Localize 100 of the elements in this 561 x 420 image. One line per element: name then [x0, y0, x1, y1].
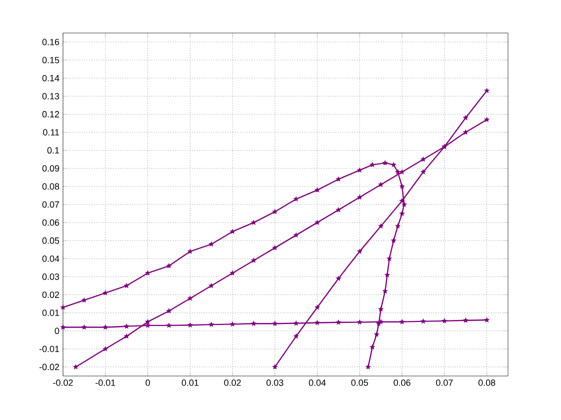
x-tick-label: 0 — [146, 380, 150, 386]
point — [356, 319, 363, 325]
point — [399, 183, 405, 189]
x-tick-label: 0.08 — [478, 380, 496, 386]
point — [399, 210, 405, 216]
point — [272, 208, 278, 214]
point — [336, 206, 342, 212]
point — [187, 248, 193, 254]
point — [484, 116, 490, 122]
y-tick-label: 0.13 — [42, 93, 60, 100]
point — [356, 248, 363, 254]
point — [365, 364, 371, 370]
point — [394, 223, 401, 229]
point — [293, 320, 299, 326]
x-tick-label: 0.04 — [308, 380, 326, 386]
x-tick-label: 0.03 — [266, 380, 284, 386]
x-tick-label: 0.01 — [182, 380, 198, 386]
point — [124, 333, 130, 339]
point — [314, 304, 320, 310]
x-tick-label: 0.06 — [394, 380, 410, 386]
y-tick-label: 0.08 — [42, 183, 60, 190]
point — [420, 156, 426, 162]
y-tick-label: 0.05 — [42, 237, 60, 244]
point — [382, 288, 388, 294]
point — [420, 318, 426, 324]
y-tick-label: -0.02 — [39, 364, 60, 370]
point — [382, 160, 388, 166]
point — [250, 257, 257, 263]
point — [484, 88, 490, 94]
point — [390, 238, 396, 244]
point — [102, 346, 108, 352]
y-tick-label: 0.14 — [42, 74, 60, 82]
point — [336, 276, 342, 281]
point — [442, 318, 448, 324]
point — [293, 196, 299, 202]
point — [124, 323, 130, 329]
point — [124, 282, 130, 288]
y-tick-label: 0.07 — [42, 201, 60, 208]
y-tick-label: 0.16 — [42, 38, 60, 46]
point — [208, 282, 214, 288]
point — [399, 198, 405, 204]
point — [356, 194, 363, 200]
y-tick-label: -0.01 — [39, 346, 60, 352]
y-tick-label: 0.15 — [42, 56, 60, 64]
point — [378, 306, 384, 312]
point — [399, 169, 405, 174]
point — [462, 129, 468, 135]
x-tick-label: 0.07 — [436, 380, 453, 386]
point — [208, 241, 214, 247]
point — [370, 344, 376, 350]
point — [272, 364, 278, 370]
point — [484, 317, 490, 322]
x-tick-label: -0.01 — [96, 380, 116, 386]
point — [250, 320, 257, 326]
y-tick-label: 0.04 — [42, 255, 60, 262]
point — [336, 319, 342, 325]
point — [272, 320, 278, 326]
x-tick-label: 0.02 — [224, 380, 241, 386]
point — [386, 256, 392, 262]
point — [208, 322, 214, 327]
point — [72, 364, 79, 370]
point — [462, 317, 468, 323]
point — [230, 270, 236, 276]
point — [166, 262, 172, 268]
y-tick-label: 0.1 — [47, 147, 60, 154]
y-tick-label: 0 — [54, 328, 60, 334]
y-tick-label: 0.12 — [42, 111, 60, 118]
x-tick-label: -0.02 — [53, 380, 73, 386]
y-tick-label: 0.11 — [43, 129, 60, 136]
point — [399, 318, 405, 324]
point — [250, 220, 257, 225]
point — [462, 114, 468, 120]
y-tick-label: 0.06 — [42, 219, 60, 226]
point — [60, 324, 66, 330]
point — [336, 176, 342, 182]
y-tick-label: 0.03 — [42, 274, 60, 280]
point — [166, 308, 172, 314]
point — [81, 324, 88, 330]
point — [356, 167, 363, 173]
point — [293, 333, 299, 339]
x-tick-label: 0.05 — [351, 380, 368, 386]
point — [314, 320, 320, 326]
y-tick-label: 0.09 — [42, 165, 60, 172]
point — [314, 220, 320, 225]
point — [102, 324, 108, 330]
point — [420, 169, 426, 174]
point — [166, 322, 172, 328]
point — [314, 187, 320, 192]
point — [144, 318, 151, 324]
point — [60, 304, 66, 310]
point — [230, 321, 236, 327]
point — [293, 232, 299, 238]
point — [272, 244, 278, 250]
point — [230, 228, 236, 234]
point — [187, 295, 193, 301]
point — [390, 162, 396, 168]
y-tick-label: 0.01 — [42, 310, 60, 316]
point — [378, 223, 384, 229]
point — [374, 331, 380, 337]
point — [401, 202, 408, 207]
